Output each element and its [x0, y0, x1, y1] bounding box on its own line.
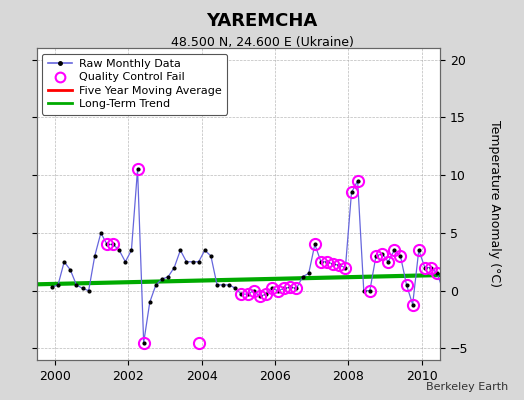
Text: Berkeley Earth: Berkeley Earth: [426, 382, 508, 392]
Text: 48.500 N, 24.600 E (Ukraine): 48.500 N, 24.600 E (Ukraine): [171, 36, 353, 49]
Legend: Raw Monthly Data, Quality Control Fail, Five Year Moving Average, Long-Term Tren: Raw Monthly Data, Quality Control Fail, …: [42, 54, 227, 115]
Y-axis label: Temperature Anomaly (°C): Temperature Anomaly (°C): [488, 120, 501, 288]
Text: YAREMCHA: YAREMCHA: [206, 12, 318, 30]
